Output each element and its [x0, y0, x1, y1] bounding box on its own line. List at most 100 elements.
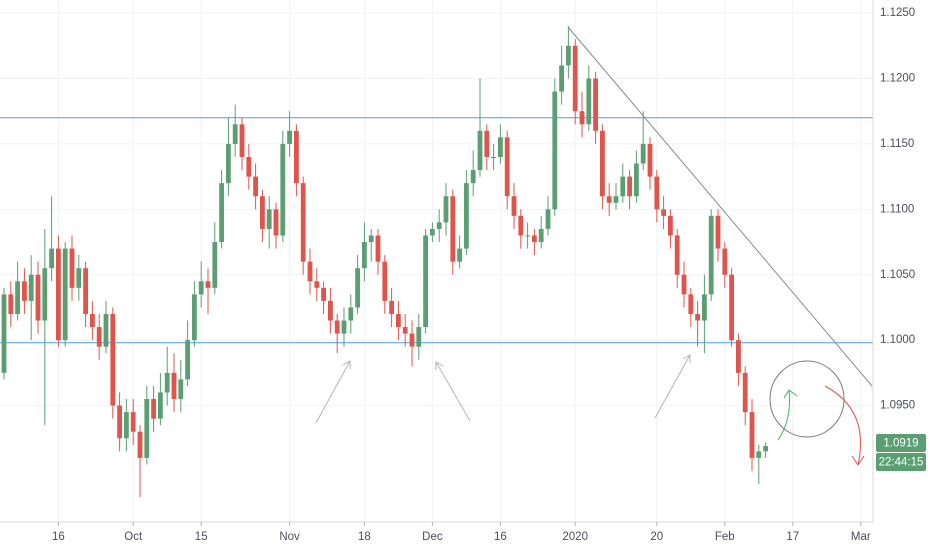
candle-body [504, 137, 510, 197]
candle-body [42, 268, 48, 321]
candle-body [62, 248, 68, 341]
candle-body [266, 209, 272, 229]
candle-body [239, 124, 245, 157]
candle-body [681, 274, 687, 295]
candle-body [205, 281, 211, 288]
candle-body [409, 333, 415, 347]
candle-body [83, 268, 88, 314]
x-tick-label: 20 [650, 531, 663, 543]
candle-body [260, 196, 265, 229]
arrows [315, 354, 691, 424]
candle-body [185, 340, 190, 380]
x-tick-label: Oct [124, 531, 143, 543]
countdown-badge [876, 453, 926, 471]
candle-body [749, 412, 755, 458]
x-tick-label: 16 [52, 531, 65, 543]
y-tick-label: 1.1250 [880, 7, 915, 19]
candle-body [396, 313, 401, 328]
candle-body [110, 313, 116, 406]
candle-body [178, 379, 184, 400]
candle-body [137, 431, 143, 458]
up-arrow [777, 389, 798, 441]
candle-body [103, 313, 109, 347]
candle-body [627, 176, 632, 197]
candle-body [8, 294, 14, 314]
candle-body [722, 248, 728, 275]
candle-body [151, 399, 156, 419]
x-tick-label: Mar [851, 531, 871, 543]
candle-body [756, 451, 762, 458]
candle-body [307, 261, 313, 282]
candle-body [171, 372, 177, 400]
arrow [654, 354, 691, 419]
candle-body [341, 320, 347, 334]
candle-body [56, 248, 61, 341]
last-price-badge [876, 434, 926, 452]
candle-body [729, 274, 734, 341]
candle-body [620, 176, 626, 197]
countdown: 22:44:15 [879, 457, 924, 469]
candle-body [742, 372, 748, 413]
candle-body [402, 327, 408, 334]
candle-body [661, 209, 666, 216]
y-tick-label: 1.1200 [880, 73, 915, 85]
candle-body [28, 274, 34, 301]
candle-body [457, 248, 462, 262]
candle-body [600, 130, 605, 197]
candle-body [552, 91, 558, 210]
candle-body [76, 268, 82, 288]
candle-body [226, 143, 231, 184]
y-tick-label: 1.0950 [880, 400, 915, 412]
candle-body [436, 222, 442, 229]
candle-body [498, 137, 503, 157]
candle-body [736, 340, 741, 373]
candle-body [640, 143, 646, 164]
candle-body [545, 209, 551, 229]
candle-body [49, 248, 54, 269]
candle-body [538, 228, 544, 243]
candle-body [443, 196, 449, 223]
candle-body [253, 176, 258, 197]
x-tick-label: Nov [279, 531, 300, 543]
trend-line [567, 26, 873, 387]
candles [0, 26, 873, 498]
candle-body [158, 392, 163, 419]
candle-body [334, 320, 340, 334]
candle-body [702, 294, 707, 321]
candle-body [348, 307, 354, 321]
candle-body [219, 183, 224, 243]
circle-drawing [769, 360, 845, 438]
candle-body [559, 65, 564, 92]
x-tick-label: 16 [494, 531, 507, 543]
candle-body [450, 196, 456, 262]
candle-body [1, 294, 7, 373]
candle-body [688, 294, 694, 314]
candle-body [117, 405, 122, 439]
candle-body [164, 372, 170, 393]
candle-body [192, 294, 197, 341]
down-arrow [824, 385, 865, 466]
y-tick-label: 1.1050 [880, 269, 915, 281]
grid [0, 0, 873, 522]
candle-body [593, 78, 598, 131]
candle-body [416, 327, 422, 347]
candle-body [314, 281, 320, 288]
candle-body [647, 143, 653, 177]
axis-labels: 1.0950 1.1000 1.1050 1.1100 1.1150 1.1200 1.12… [52, 7, 915, 543]
candle-body [294, 130, 299, 184]
candle-body [96, 327, 102, 347]
candle-body [613, 196, 619, 203]
candle-body [484, 130, 490, 157]
candle-body [90, 313, 95, 328]
candle-body [35, 274, 41, 321]
candle-body [423, 235, 428, 328]
candle-body [198, 281, 204, 295]
candle-body [212, 242, 218, 288]
candle-body [144, 399, 150, 458]
candle-body [130, 412, 136, 432]
arrow [315, 360, 351, 424]
candle-body [532, 235, 537, 243]
candle-body [763, 446, 768, 452]
candle-body [300, 183, 306, 262]
